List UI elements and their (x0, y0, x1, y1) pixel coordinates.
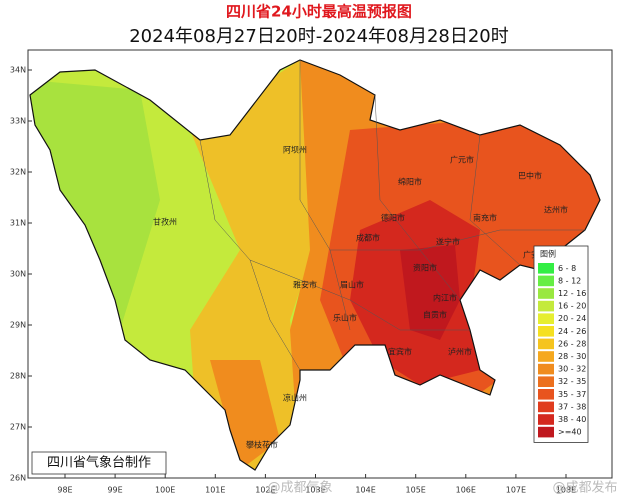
lat-label: 33N (10, 117, 26, 126)
lon-label: 108E (556, 486, 576, 495)
credit: 四川省气象台制作 (47, 455, 151, 471)
lat-label: 27N (10, 423, 26, 432)
lon-label: 105E (406, 486, 426, 495)
legend-label: 16 - 20 (558, 302, 586, 311)
lat-label: 29N (10, 321, 26, 330)
lat-label: 26N (10, 474, 26, 483)
lon-label: 103E (305, 486, 325, 495)
city-label: 达州市 (544, 205, 568, 215)
city-label: 巴中市 (518, 171, 542, 181)
legend-swatch (538, 376, 554, 387)
city-label: 雅安市 (293, 280, 317, 290)
lon-label: 98E (57, 486, 72, 495)
city-label: 泸州市 (448, 347, 472, 357)
legend-label: 38 - 40 (558, 415, 586, 424)
city-label: 德阳市 (381, 213, 405, 223)
city-label: 资阳市 (413, 263, 437, 273)
city-label: 甘孜州 (153, 217, 177, 227)
watermark: @成都气象 (267, 480, 332, 496)
legend-swatch (538, 263, 554, 274)
lon-label: 100E (155, 486, 175, 495)
legend-label: >=40 (558, 428, 582, 437)
legend-label: 26 - 28 (558, 339, 586, 348)
legend-swatch (538, 389, 554, 400)
city-label: 宜宾市 (388, 347, 412, 357)
legend-swatch (538, 414, 554, 425)
lat-label: 31N (10, 219, 26, 228)
lon-label: 101E (205, 486, 225, 495)
lon-label: 99E (107, 486, 122, 495)
legend-label: 32 - 35 (558, 377, 586, 386)
legend-label: 24 - 26 (558, 327, 586, 336)
legend-label: 28 - 30 (558, 352, 586, 361)
legend-swatch (538, 288, 554, 299)
city-label: 阿坝州 (283, 146, 307, 155)
legend-label: 35 - 37 (558, 390, 586, 399)
city-label: 攀枝花市 (246, 440, 278, 450)
lat-label: 32N (10, 168, 26, 177)
legend-swatch (538, 313, 554, 324)
lon-label: 102E (255, 486, 275, 495)
legend-label: 6 - 8 (558, 264, 576, 273)
legend-swatch (538, 326, 554, 337)
lon-label: 104E (355, 486, 375, 495)
watermark: @成都发布 (552, 480, 617, 496)
legend-swatch (538, 363, 554, 375)
legend-swatch (538, 426, 554, 438)
lon-label: 107E (506, 486, 526, 495)
city-label: 南充市 (473, 213, 497, 223)
legend-label: 30 - 32 (558, 365, 586, 374)
credit-box (31, 451, 167, 475)
title: 四川省24小时最高温预报图 (226, 3, 412, 21)
legend-swatch (538, 401, 554, 413)
city-label: 遂宁市 (436, 237, 460, 247)
lat-label: 34N (10, 66, 26, 75)
legend-label: 37 - 38 (558, 402, 586, 411)
city-label: 内江市 (433, 293, 457, 303)
legend-swatch (538, 275, 554, 287)
city-label: 成都市 (356, 233, 380, 243)
city-label: 广元市 (450, 155, 474, 165)
city-label: 眉山市 (340, 280, 364, 290)
legend-swatch (538, 338, 554, 350)
legend-swatch (538, 351, 554, 362)
city-label: 自贡市 (423, 310, 447, 320)
legend-swatch (538, 300, 554, 312)
legend-title: 图例 (540, 249, 556, 259)
legend-label: 12 - 16 (558, 289, 586, 298)
subtitle: 2024年08月27日20时-2024年08月28日20时 (129, 26, 509, 47)
legend-label: 8 - 12 (558, 276, 581, 285)
lat-label: 28N (10, 372, 26, 381)
legend-label: 20 - 24 (558, 314, 586, 323)
lat-label: 30N (10, 270, 26, 279)
city-label: 绵阳市 (398, 177, 422, 187)
prefecture-borders (199, 60, 585, 371)
city-label: 凉山州 (283, 393, 307, 403)
city-label: 乐山市 (333, 313, 357, 323)
lon-label: 106E (456, 486, 476, 495)
